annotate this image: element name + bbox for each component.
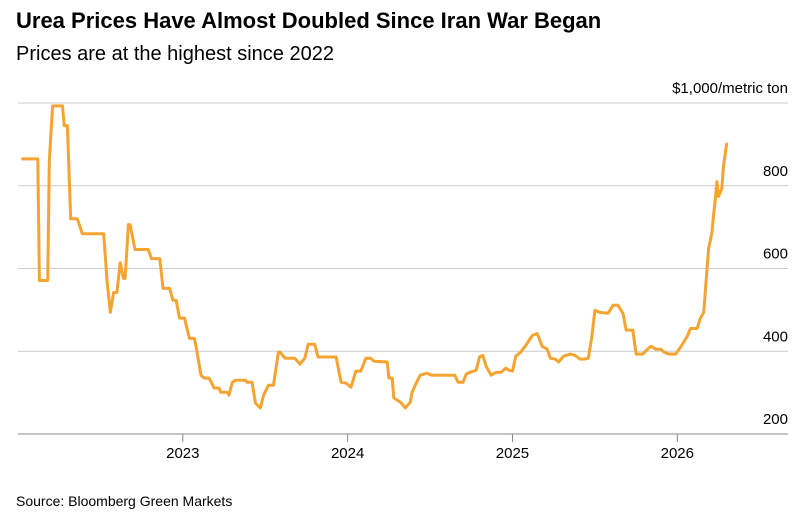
- source: Source: Bloomberg Green Markets: [16, 493, 232, 509]
- price-line: [21, 104, 729, 410]
- y-tick-label: 800: [763, 163, 788, 180]
- y-tick-label: 600: [763, 246, 788, 263]
- x-tick-label: 2023: [166, 445, 199, 462]
- y-tick-label: $1,000/metric ton: [672, 80, 788, 97]
- x-tick-label: 2024: [331, 445, 364, 462]
- chart-title: Urea Prices Have Almost Doubled Since Ir…: [16, 8, 601, 33]
- x-tick-label: 2026: [661, 445, 694, 462]
- y-tick-label: 200: [763, 411, 788, 428]
- chart-subtitle: Prices are at the highest since 2022: [16, 43, 334, 65]
- x-tick-label: 2025: [496, 445, 529, 462]
- y-tick-label: 400: [763, 328, 788, 345]
